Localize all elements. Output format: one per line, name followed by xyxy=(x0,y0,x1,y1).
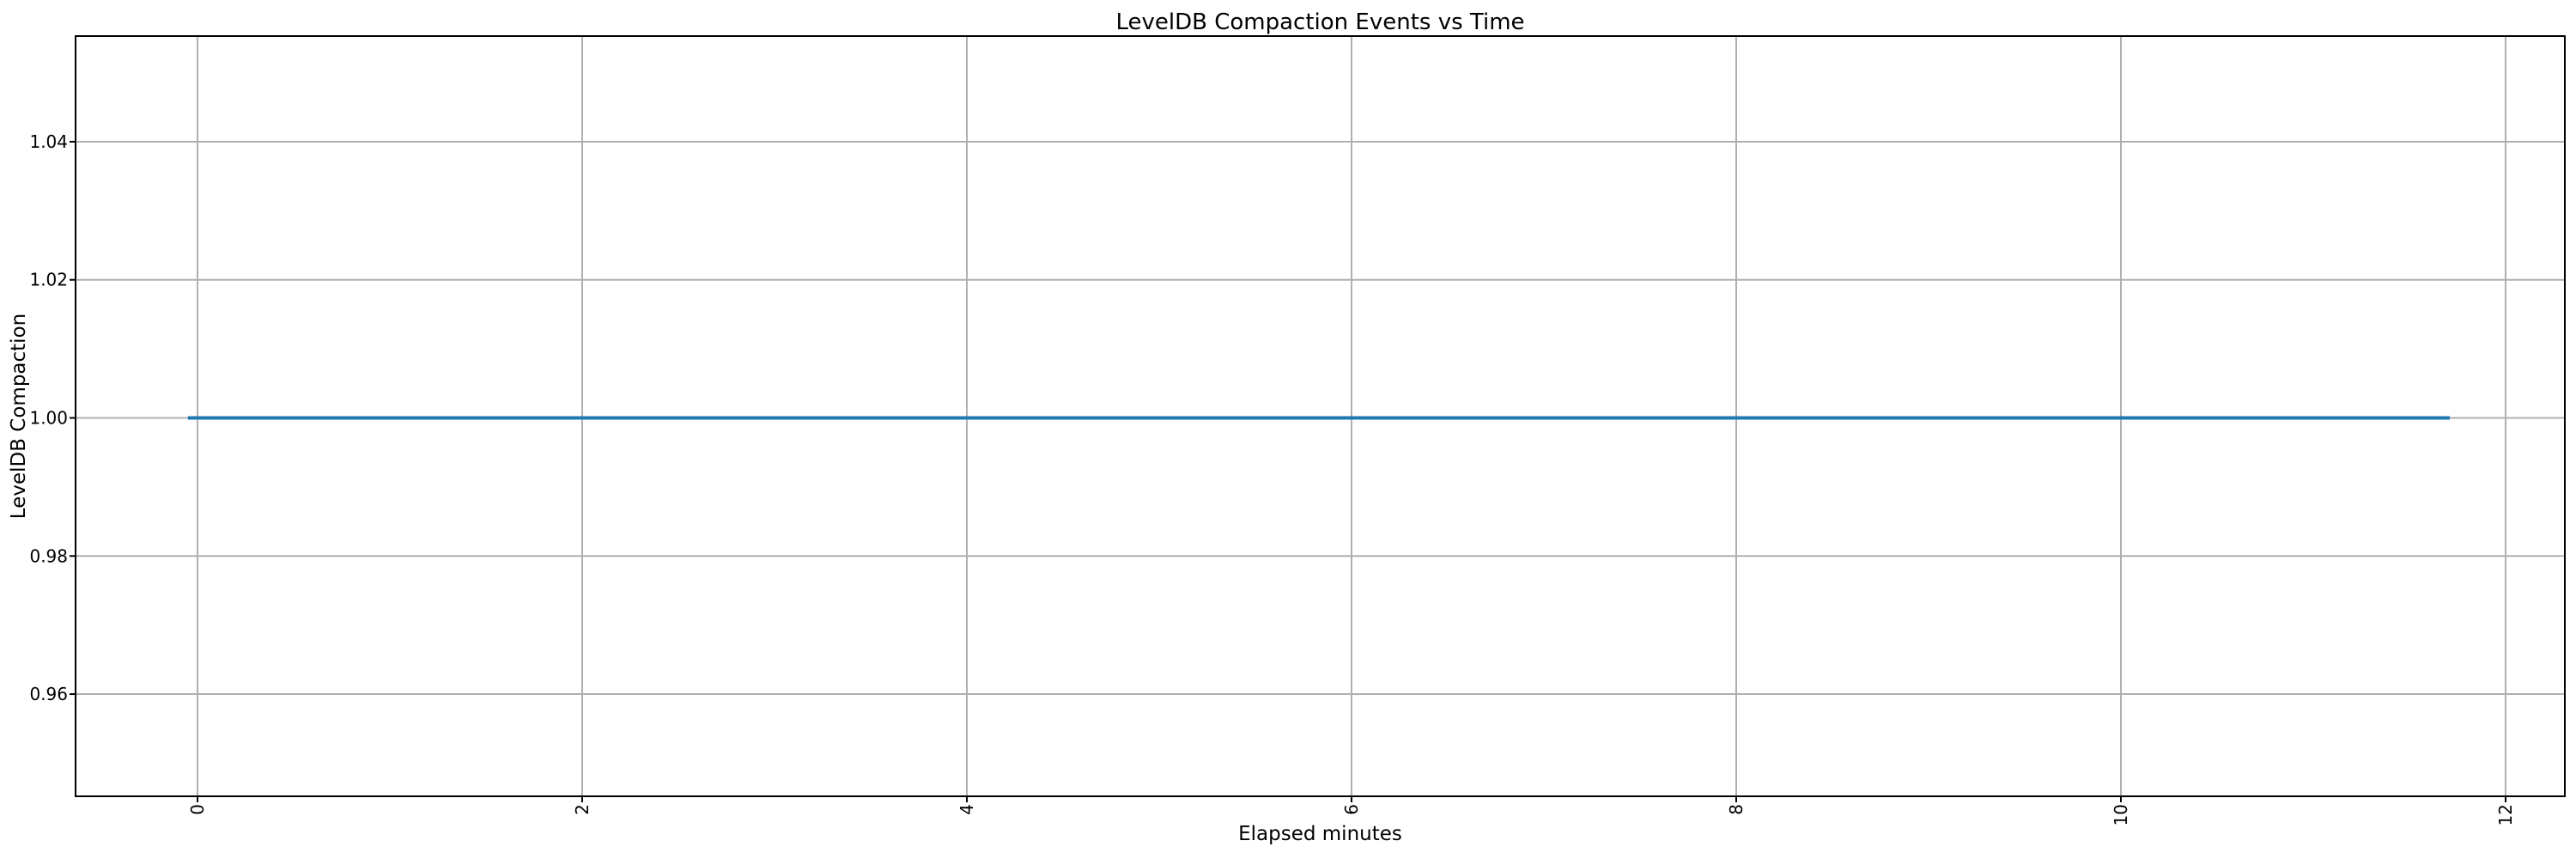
y-axis-label: LevelDB Compaction xyxy=(8,314,30,519)
chart-title: LevelDB Compaction Events vs Time xyxy=(1115,9,1524,35)
y-tick-label: 1.00 xyxy=(29,408,68,429)
plot-border xyxy=(75,35,2566,797)
y-tick-label: 0.96 xyxy=(29,684,68,704)
tick-label-layer: 0 2 4 6 8 10 12 0.96 0.98 1.00 1.02 1.04 xyxy=(29,131,2516,825)
grid-layer xyxy=(76,36,2565,796)
x-tick-label: 2 xyxy=(572,804,592,815)
x-tick-label: 6 xyxy=(1341,804,1362,815)
x-tick-label: 0 xyxy=(187,804,208,815)
x-tick-label: 12 xyxy=(2495,804,2516,825)
x-tick-label: 8 xyxy=(1726,804,1747,815)
y-tick-label: 1.04 xyxy=(29,131,68,152)
y-tick-label: 1.02 xyxy=(29,270,68,290)
x-tick-label: 10 xyxy=(2111,804,2131,825)
x-axis-label: Elapsed minutes xyxy=(1238,823,1402,845)
tick-layer xyxy=(70,140,2507,802)
y-tick-label: 0.98 xyxy=(29,545,68,566)
x-tick-label: 4 xyxy=(957,804,977,815)
